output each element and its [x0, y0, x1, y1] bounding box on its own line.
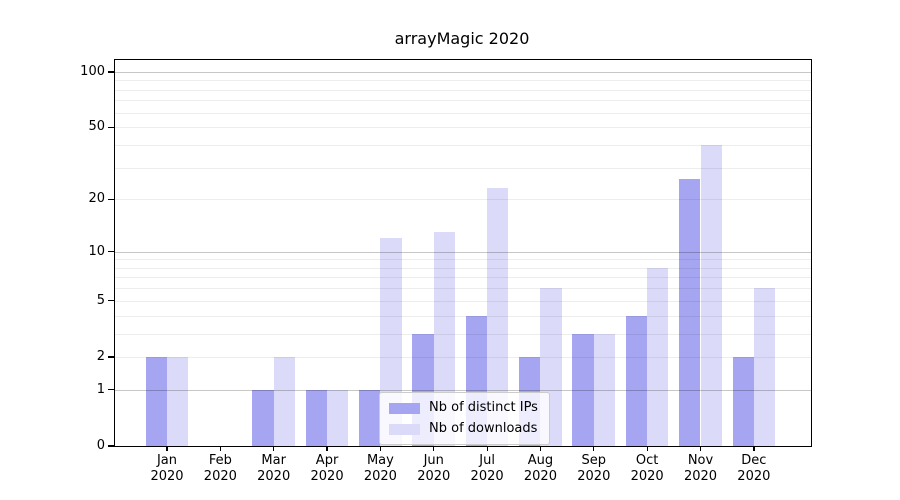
bar-distinct-ips: [625, 315, 648, 446]
y-axis-tick: [108, 250, 115, 253]
y-tick-label: 1: [96, 381, 105, 397]
x-tick-label: Dec 2020: [724, 453, 784, 485]
x-tick-label: Jan 2020: [137, 453, 197, 485]
x-tick-label: Mar 2020: [244, 453, 304, 485]
bar-downloads: [700, 144, 722, 446]
gridline-minor: [115, 112, 811, 114]
y-axis-tick: [108, 126, 115, 128]
y-axis-tick: [108, 356, 115, 358]
x-axis-tick: [753, 446, 755, 451]
x-tick-year: 2020: [203, 469, 237, 484]
x-tick-month: Nov: [687, 453, 714, 468]
x-tick-label: Sep 2020: [564, 453, 624, 485]
gridline-minor: [115, 89, 811, 91]
y-tick-label: 5: [96, 292, 105, 308]
x-tick-month: Mar: [261, 453, 286, 468]
bar-downloads: [167, 356, 189, 446]
x-axis-tick: [273, 446, 275, 451]
y-axis-tick: [108, 300, 115, 302]
x-axis-tick: [486, 446, 488, 451]
bar-distinct-ips: [359, 389, 381, 446]
chart-title: arrayMagic 2020: [394, 29, 530, 48]
x-axis-tick: [539, 446, 542, 451]
y-tick-label: 0: [96, 438, 105, 453]
x-tick-year: 2020: [257, 469, 291, 484]
bar-downloads: [273, 356, 296, 446]
bar-downloads: [487, 188, 509, 446]
x-tick-label: Nov 2020: [671, 453, 731, 485]
x-tick-label: Apr 2020: [297, 453, 357, 485]
y-tick-label: 2: [96, 348, 105, 364]
legend-item-downloads: Nb of downloads: [389, 421, 538, 437]
y-tick-label: 20: [88, 191, 105, 207]
legend: Nb of distinct IPs Nb of downloads: [379, 392, 550, 445]
x-tick-month: Sep: [581, 453, 607, 468]
y-axis-tick: [108, 389, 115, 391]
x-tick-month: Oct: [635, 453, 659, 468]
x-tick-label: Jul 2020: [457, 453, 517, 485]
x-tick-month: Jun: [423, 453, 444, 468]
x-tick-label: Jun 2020: [404, 453, 464, 485]
x-axis-tick: [219, 446, 222, 451]
x-axis-tick: [166, 446, 168, 451]
bar-distinct-ips: [679, 178, 701, 446]
x-tick-month: Apr: [315, 453, 339, 468]
x-tick-year: 2020: [363, 469, 397, 484]
x-tick-month: Jan: [156, 453, 178, 468]
legend-label-downloads: Nb of downloads: [429, 421, 538, 436]
x-tick-year: 2020: [417, 469, 451, 484]
x-tick-month: Aug: [527, 453, 554, 468]
x-tick-year: 2020: [470, 469, 504, 484]
x-axis-tick: [593, 446, 595, 451]
x-axis-tick: [646, 446, 648, 451]
y-axis-tick: [108, 71, 115, 73]
x-tick-year: 2020: [737, 469, 771, 484]
x-axis-tick: [379, 446, 382, 451]
x-tick-month: Dec: [741, 453, 767, 468]
x-tick-year: 2020: [523, 469, 557, 484]
y-axis-tick: [108, 198, 115, 200]
x-axis-tick: [699, 446, 702, 451]
y-tick-label: 100: [80, 63, 105, 79]
bar-distinct-ips: [252, 389, 274, 446]
bar-distinct-ips: [305, 389, 328, 446]
x-tick-year: 2020: [630, 469, 664, 484]
bar-downloads: [647, 267, 669, 446]
x-tick-label: Feb 2020: [190, 453, 250, 485]
bar-downloads: [753, 288, 776, 446]
bar-distinct-ips: [145, 356, 167, 446]
x-tick-month: Feb: [208, 453, 232, 468]
legend-swatch-downloads-icon: [389, 423, 420, 435]
x-axis-tick: [326, 446, 328, 451]
x-tick-year: 2020: [683, 469, 718, 484]
legend-item-distinct-ips: Nb of distinct IPs: [389, 400, 538, 416]
y-tick-label: 50: [88, 119, 105, 135]
y-axis-tick: [108, 445, 115, 447]
x-tick-label: Oct 2020: [617, 453, 677, 485]
gridline-minor: [115, 80, 811, 82]
plot-area: Nb of distinct IPs Nb of downloads Jan 20…: [80, 59, 812, 484]
legend-swatch-distinct-ips-icon: [389, 402, 420, 414]
x-tick-month: May: [366, 453, 394, 468]
y-tick-label: 10: [88, 243, 105, 259]
bar-distinct-ips: [572, 333, 594, 446]
x-tick-label: Aug 2020: [510, 453, 570, 485]
x-tick-year: 2020: [577, 469, 611, 484]
bar-distinct-ips: [732, 356, 754, 446]
bar-downloads: [327, 389, 349, 446]
x-axis-tick: [433, 446, 435, 451]
x-tick-year: 2020: [150, 469, 184, 484]
legend-label-distinct-ips: Nb of distinct IPs: [429, 400, 538, 415]
x-tick-year: 2020: [310, 469, 344, 484]
x-tick-month: Jul: [479, 453, 495, 468]
bar-downloads: [593, 333, 616, 446]
gridline-major: [115, 71, 811, 73]
x-tick-label: May 2020: [350, 453, 410, 485]
gridline-minor: [115, 100, 811, 102]
gridline-minor: [115, 127, 811, 129]
